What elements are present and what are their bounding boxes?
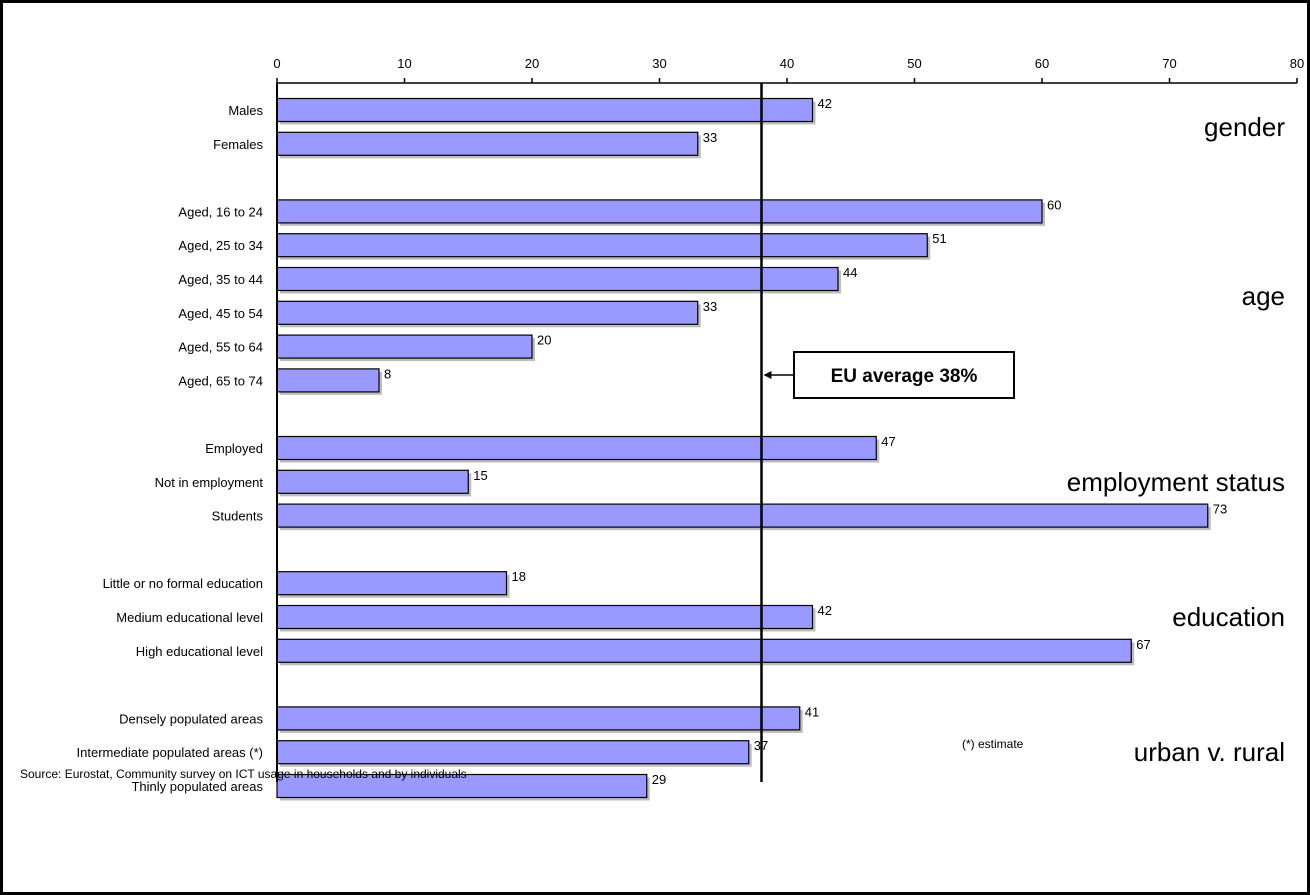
- bar-value-label: 73: [1213, 502, 1227, 517]
- bar-value-label: 29: [652, 772, 666, 787]
- group-label: age: [1242, 281, 1285, 311]
- bar: [276, 266, 839, 292]
- bar-value-label: 20: [537, 333, 551, 348]
- bar-value-label: 44: [843, 265, 857, 280]
- bar-value-label: 60: [1047, 197, 1061, 212]
- category-label: Thinly populated areas: [131, 779, 263, 794]
- x-tick-label: 0: [273, 56, 280, 71]
- x-tick-label: 40: [780, 56, 794, 71]
- bar-value-label: 15: [473, 468, 487, 483]
- group-label: employment status: [1067, 467, 1285, 497]
- bar: [276, 97, 814, 123]
- category-label: Little or no formal education: [103, 576, 263, 591]
- bar: [276, 740, 750, 765]
- category-label: Aged, 55 to 64: [178, 340, 263, 355]
- estimate-note: (*) estimate: [962, 737, 1024, 751]
- category-label: High educational level: [136, 644, 263, 659]
- bar-value-label: 67: [1136, 637, 1150, 652]
- bar: [276, 199, 1043, 224]
- bar: [276, 638, 1132, 663]
- bar: [276, 368, 380, 393]
- category-label: Aged, 65 to 74: [178, 373, 263, 388]
- bar: [276, 706, 801, 731]
- bar: [276, 233, 928, 258]
- group-label: gender: [1204, 112, 1285, 142]
- bar-value-label: 41: [805, 704, 819, 719]
- eu-average-callout-label: EU average 38%: [831, 366, 978, 387]
- category-label: Not in employment: [155, 475, 264, 490]
- bar-value-label: 18: [512, 569, 526, 584]
- bar: [276, 604, 814, 630]
- bar-value-label: 33: [703, 130, 717, 145]
- bar-value-label: 8: [384, 366, 391, 381]
- x-tick-label: 70: [1162, 56, 1176, 71]
- category-label: Intermediate populated areas (*): [77, 745, 263, 760]
- bar: [276, 571, 508, 596]
- bar: [276, 503, 1209, 528]
- category-label: Aged, 35 to 44: [178, 272, 263, 287]
- group-label: urban v. rural: [1134, 737, 1285, 767]
- category-label: Employed: [205, 441, 263, 456]
- category-label: Males: [228, 103, 263, 118]
- x-tick-label: 50: [907, 56, 921, 71]
- bar: [276, 131, 699, 156]
- x-tick-label: 80: [1290, 56, 1304, 71]
- bar: [276, 469, 469, 494]
- category-label: Medium educational level: [116, 610, 263, 625]
- bar: [276, 773, 648, 799]
- category-label: Aged, 45 to 54: [178, 306, 263, 321]
- bar-value-label: 42: [818, 603, 832, 618]
- category-label: Aged, 25 to 34: [178, 238, 263, 253]
- bar-value-label: 33: [703, 299, 717, 314]
- source-note: Source: Eurostat, Community survey on IC…: [20, 767, 467, 781]
- x-tick-label: 30: [652, 56, 666, 71]
- bar-value-label: 51: [932, 231, 946, 246]
- bar: [276, 334, 533, 359]
- group-label: education: [1172, 602, 1285, 632]
- bar: [276, 300, 699, 325]
- eu-average-callout-box: [793, 351, 1015, 399]
- category-label: Students: [212, 509, 264, 524]
- category-label: Aged, 16 to 24: [178, 204, 263, 219]
- category-label: Densely populated areas: [119, 711, 263, 726]
- x-tick-label: 60: [1035, 56, 1049, 71]
- x-tick-label: 10: [397, 56, 411, 71]
- bar-value-label: 42: [818, 96, 832, 111]
- bar: [276, 435, 877, 461]
- category-label: Females: [213, 137, 263, 152]
- x-tick-label: 20: [525, 56, 539, 71]
- bar-value-label: 47: [881, 434, 895, 449]
- callout-arrow-head: [763, 371, 772, 379]
